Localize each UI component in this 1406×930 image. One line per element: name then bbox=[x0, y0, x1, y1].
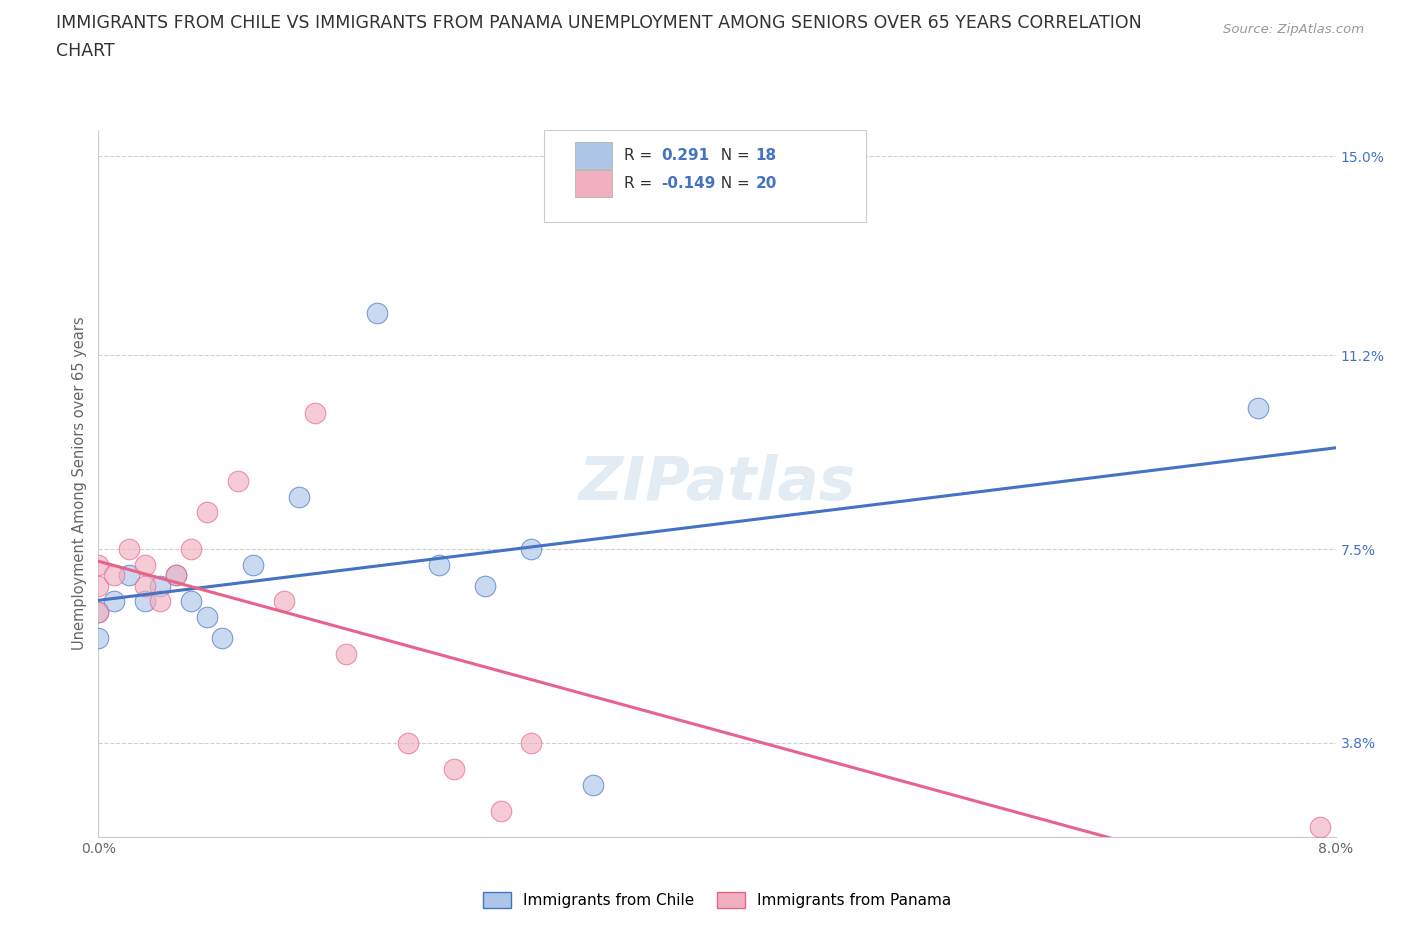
Point bbox=[103, 568, 125, 583]
Point bbox=[489, 804, 512, 818]
Point bbox=[87, 557, 110, 572]
Point bbox=[211, 631, 233, 645]
FancyBboxPatch shape bbox=[575, 170, 612, 197]
Point bbox=[149, 578, 172, 593]
Text: R =: R = bbox=[624, 148, 658, 163]
Text: N =: N = bbox=[711, 148, 755, 163]
Point bbox=[149, 594, 172, 609]
Text: IMMIGRANTS FROM CHILE VS IMMIGRANTS FROM PANAMA UNEMPLOYMENT AMONG SENIORS OVER : IMMIGRANTS FROM CHILE VS IMMIGRANTS FROM… bbox=[56, 14, 1142, 32]
Point bbox=[87, 578, 110, 593]
Point bbox=[366, 306, 388, 321]
Text: ZIPatlas: ZIPatlas bbox=[578, 454, 856, 513]
Point bbox=[582, 777, 605, 792]
Point bbox=[242, 557, 264, 572]
Point bbox=[273, 594, 295, 609]
FancyBboxPatch shape bbox=[575, 142, 612, 169]
Point bbox=[474, 578, 496, 593]
Text: Source: ZipAtlas.com: Source: ZipAtlas.com bbox=[1223, 23, 1364, 36]
Point bbox=[87, 604, 110, 619]
Point bbox=[180, 541, 202, 556]
Text: N =: N = bbox=[711, 177, 755, 192]
Text: -0.149: -0.149 bbox=[661, 177, 716, 192]
Point bbox=[520, 541, 543, 556]
Point bbox=[134, 578, 156, 593]
Point bbox=[1247, 400, 1270, 415]
Text: R =: R = bbox=[624, 177, 658, 192]
Point bbox=[134, 557, 156, 572]
Point bbox=[165, 568, 187, 583]
Point bbox=[443, 762, 465, 777]
Point bbox=[180, 594, 202, 609]
Point bbox=[87, 631, 110, 645]
Point bbox=[134, 594, 156, 609]
FancyBboxPatch shape bbox=[544, 130, 866, 222]
Legend: Immigrants from Chile, Immigrants from Panama: Immigrants from Chile, Immigrants from P… bbox=[477, 886, 957, 914]
Text: CHART: CHART bbox=[56, 42, 115, 60]
Point bbox=[288, 489, 311, 504]
Point bbox=[396, 736, 419, 751]
Point bbox=[118, 568, 141, 583]
Point bbox=[87, 604, 110, 619]
Y-axis label: Unemployment Among Seniors over 65 years: Unemployment Among Seniors over 65 years bbox=[72, 317, 87, 650]
Point bbox=[335, 646, 357, 661]
Point bbox=[118, 541, 141, 556]
Point bbox=[1309, 819, 1331, 834]
Point bbox=[304, 405, 326, 420]
Point bbox=[520, 736, 543, 751]
Text: 0.291: 0.291 bbox=[661, 148, 710, 163]
Point bbox=[427, 557, 450, 572]
Point bbox=[195, 610, 218, 625]
Text: 18: 18 bbox=[755, 148, 776, 163]
Point bbox=[165, 568, 187, 583]
Point bbox=[195, 505, 218, 520]
Point bbox=[103, 594, 125, 609]
Text: 20: 20 bbox=[755, 177, 776, 192]
Point bbox=[226, 473, 249, 488]
